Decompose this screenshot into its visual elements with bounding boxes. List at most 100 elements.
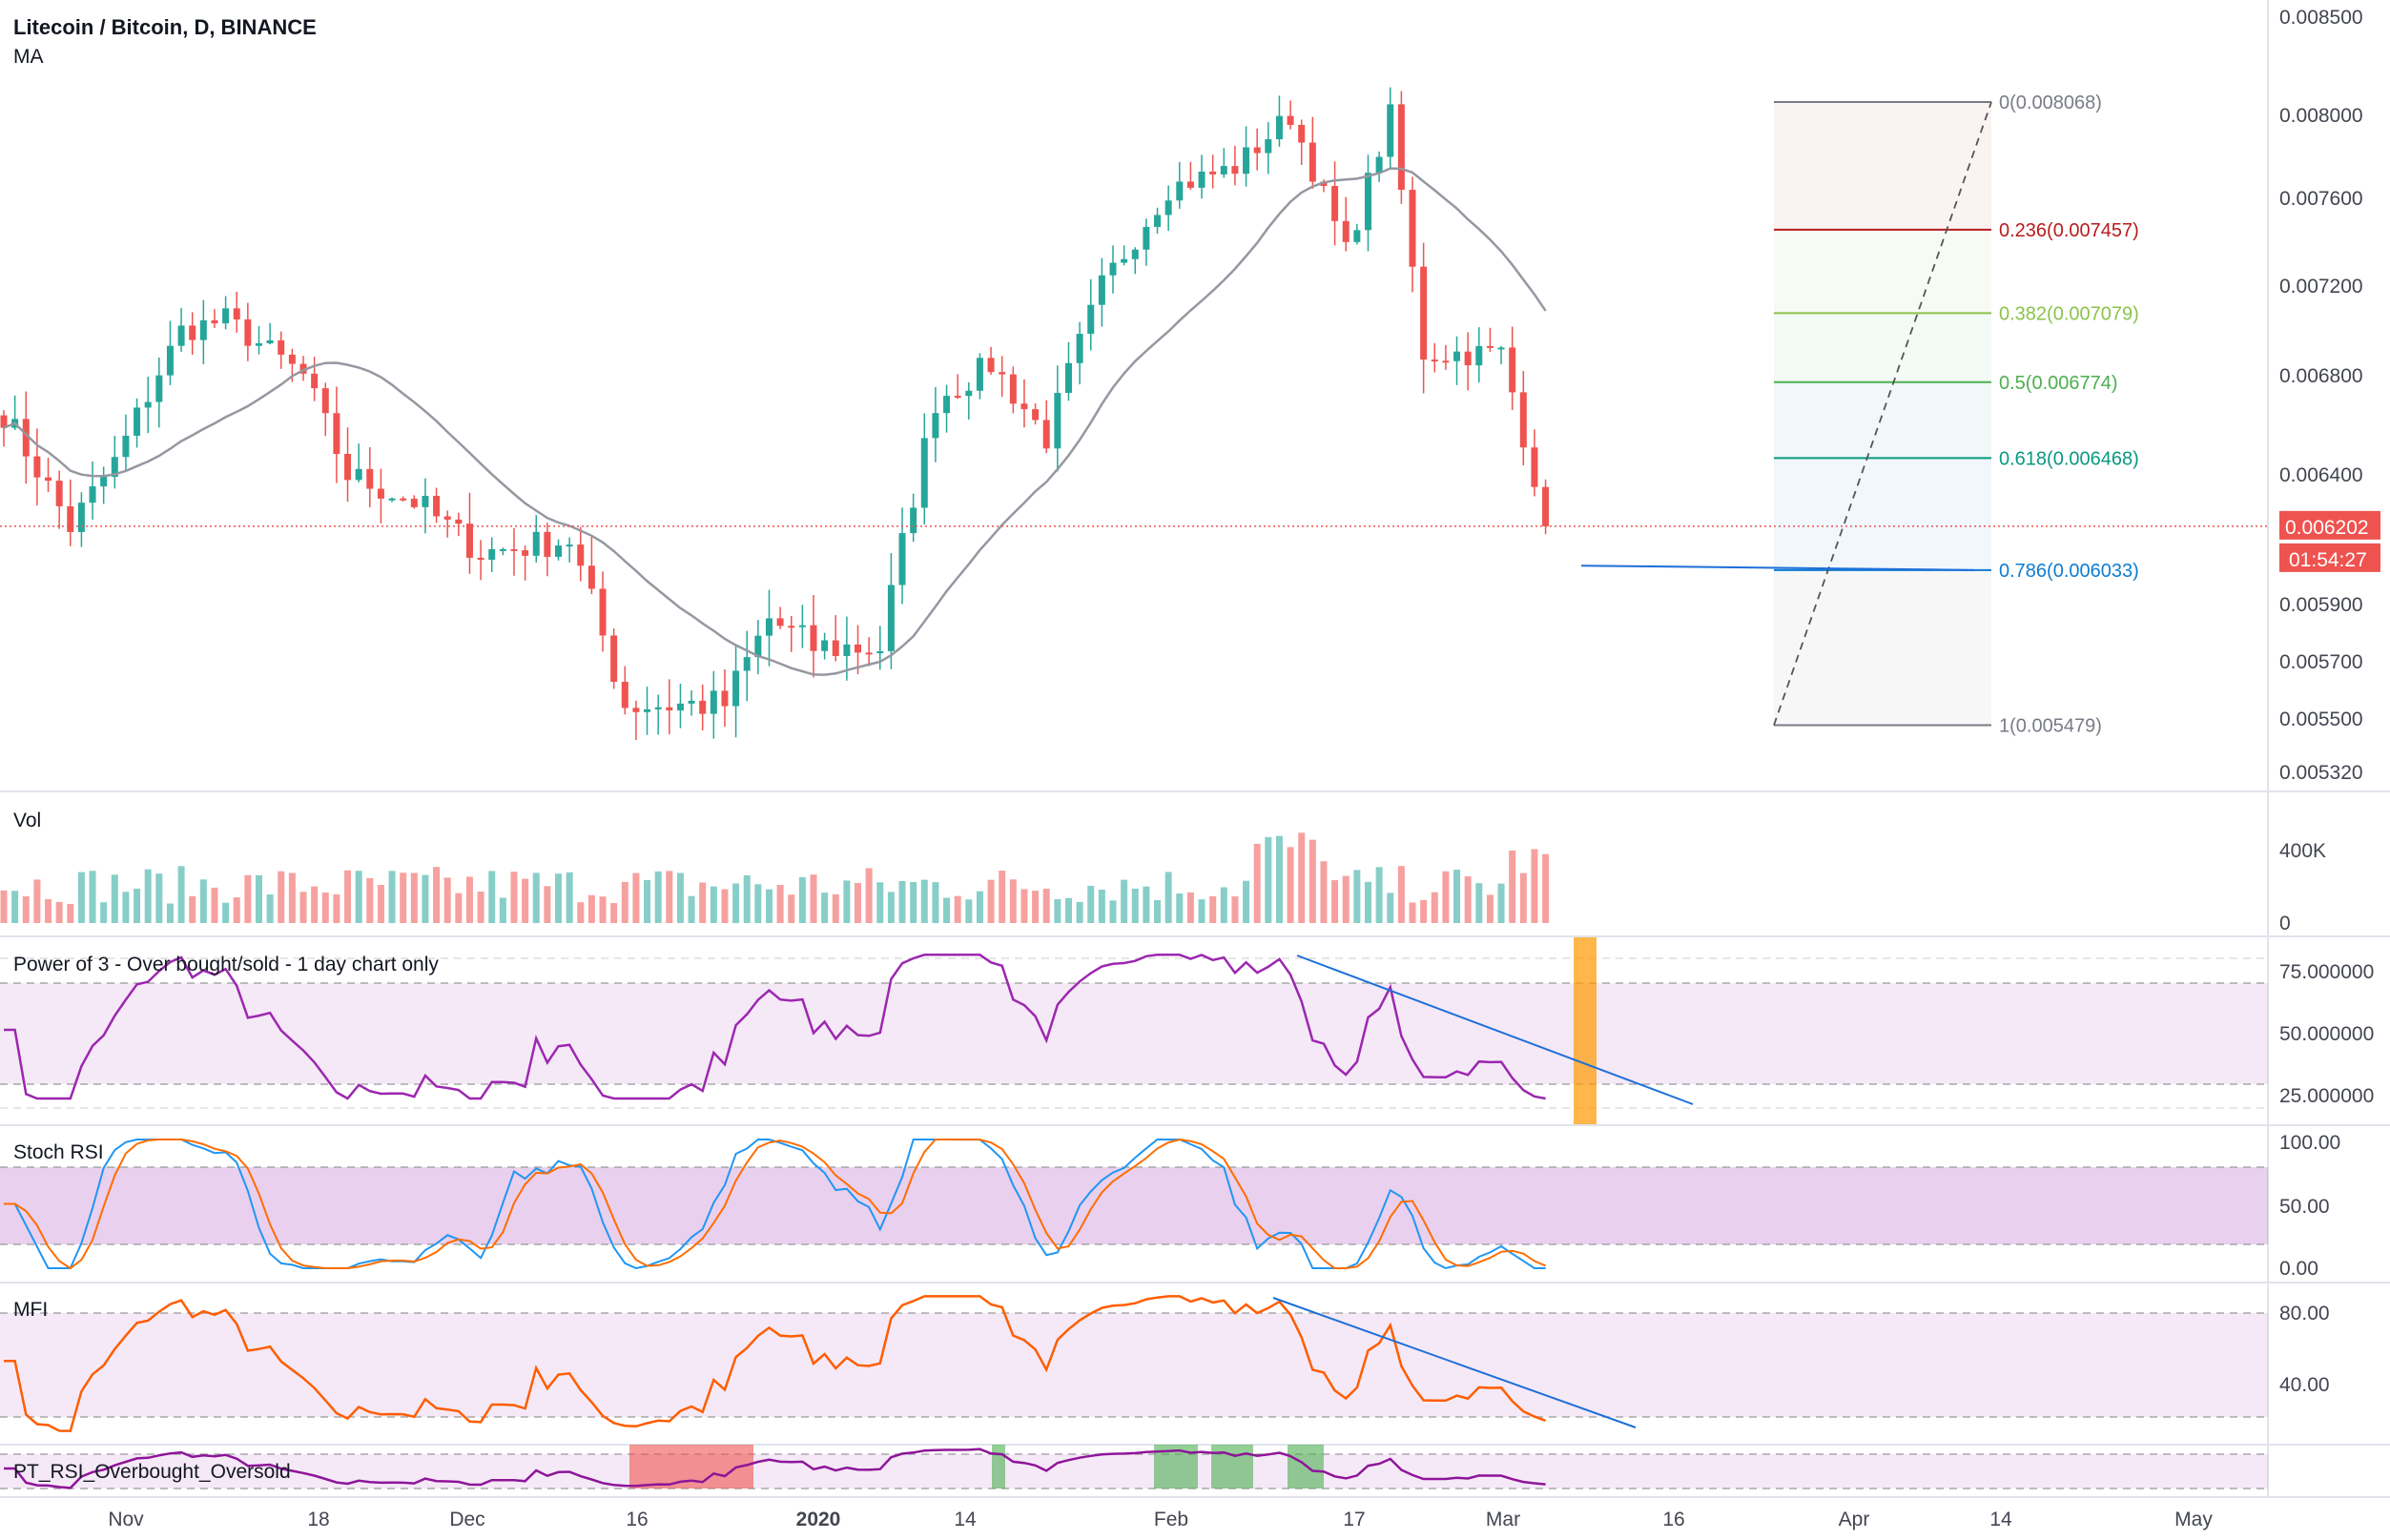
- candle-body: [765, 618, 773, 636]
- countdown-tag: [2279, 543, 2380, 572]
- volume-bar: [344, 870, 352, 923]
- volume-bar: [1076, 901, 1083, 923]
- volume-bar: [111, 874, 118, 923]
- candlestick-series: [0, 87, 1550, 740]
- pt-oversold-zone: [629, 1445, 753, 1489]
- time-tick: Dec: [449, 1509, 484, 1530]
- volume-bar: [155, 873, 163, 923]
- volume-bar: [666, 871, 673, 923]
- candle-body: [743, 657, 751, 671]
- time-tick: Nov: [108, 1509, 144, 1530]
- candle-body: [898, 533, 906, 585]
- volume-bar: [1464, 876, 1472, 923]
- volume-bar: [1253, 843, 1261, 923]
- volume-bar: [1542, 853, 1550, 923]
- price-tick: 0.005320: [2279, 762, 2363, 784]
- volume-bar: [22, 895, 30, 923]
- fib-level-label: 1(0.005479): [1999, 716, 2102, 737]
- candle-body: [910, 507, 917, 534]
- candle-body: [377, 488, 384, 499]
- price-tick: 0.007600: [2279, 188, 2363, 210]
- candle-body: [1076, 334, 1083, 363]
- volume-bar: [477, 892, 484, 923]
- volume-bar: [1131, 888, 1139, 923]
- candle-body: [987, 358, 995, 373]
- volume-bar: [1531, 849, 1538, 923]
- candle-body: [1375, 156, 1383, 174]
- candle-body: [1353, 230, 1361, 242]
- candle-body: [1442, 360, 1450, 363]
- volume-bar: [244, 874, 252, 923]
- volume-bar: [89, 871, 96, 923]
- price-tick: 0.005700: [2279, 651, 2363, 673]
- candle-body: [233, 308, 240, 319]
- volume-bar: [876, 882, 884, 923]
- fib-trend-line: [1773, 101, 1992, 726]
- mfi-tick: 80.00: [2279, 1303, 2330, 1324]
- volume-bar: [832, 893, 839, 923]
- candle-body: [1209, 171, 1217, 175]
- volume-pane: [0, 832, 1550, 923]
- volume-bar: [278, 871, 285, 923]
- price-tick: 0.005900: [2279, 594, 2363, 616]
- time-tick: 16: [626, 1509, 648, 1530]
- volume-bar: [865, 868, 873, 923]
- candle-body: [311, 373, 319, 389]
- candle-body: [932, 413, 939, 439]
- volume-bar: [1353, 870, 1361, 923]
- volume-bar: [587, 894, 595, 923]
- candle-body: [299, 363, 307, 374]
- stoch-d-line: [4, 1138, 1546, 1270]
- candle-body: [1265, 139, 1272, 154]
- price-tick: 0.008000: [2279, 105, 2363, 127]
- current-price-marker: 0.006202 01:54:27: [0, 510, 2380, 572]
- candle-body: [1409, 190, 1416, 267]
- volume-bar: [377, 885, 384, 923]
- volume-bar: [77, 872, 85, 923]
- candle-body: [654, 707, 662, 709]
- power3-pane: [0, 937, 2268, 1124]
- volume-bar: [699, 882, 707, 923]
- volume-bar: [855, 882, 862, 923]
- volume-bar: [1420, 899, 1428, 923]
- power3-band: [0, 983, 2268, 1084]
- candle-body: [122, 435, 130, 458]
- volume-bar: [965, 899, 973, 923]
- volume-bar: [788, 894, 795, 923]
- candle-body: [710, 690, 717, 714]
- volume-bar: [599, 896, 607, 923]
- candle-body: [754, 635, 762, 658]
- vol-tick: 0: [2279, 913, 2291, 934]
- fib-retracement[interactable]: 0(0.008068) 0.236(0.007457) 0.382(0.007079…: [1580, 92, 2139, 737]
- candle-body: [610, 635, 618, 683]
- volume-bar: [1275, 835, 1283, 923]
- volume-bar: [710, 886, 717, 923]
- stoch-title: Stoch RSI: [13, 1141, 104, 1163]
- power3-trendline: [1296, 955, 1694, 1105]
- volume-bar: [321, 893, 329, 923]
- volume-bar: [898, 880, 906, 923]
- candle-body: [222, 308, 230, 324]
- candle-body: [876, 650, 884, 654]
- candle-body: [732, 670, 740, 707]
- price-axis[interactable]: 0.008500 0.008000 0.007600 0.007200 0.006800…: [2279, 7, 2374, 1396]
- candle-body: [388, 498, 396, 501]
- volume-bar: [1154, 900, 1162, 923]
- volume-bar: [644, 879, 651, 923]
- candle-body: [266, 339, 274, 344]
- candle-body: [1020, 403, 1028, 410]
- time-tick: 16: [1662, 1509, 1684, 1530]
- candle-body: [244, 318, 252, 346]
- volume-bar: [1054, 898, 1061, 923]
- candle-body: [1531, 447, 1538, 487]
- stoch-tick: 50.00: [2279, 1196, 2330, 1218]
- candle-body: [1009, 374, 1017, 404]
- volume-bar: [1087, 885, 1095, 923]
- time-axis[interactable]: Nov 18 Dec 16 2020 14 Feb 17 Mar 16 Apr 14 May: [108, 1509, 2213, 1530]
- volume-bar: [1486, 894, 1494, 923]
- volume-bar: [510, 872, 518, 923]
- volume-bar: [33, 879, 41, 923]
- current-price-text: 0.006202: [2285, 517, 2369, 539]
- volume-bar: [754, 884, 762, 923]
